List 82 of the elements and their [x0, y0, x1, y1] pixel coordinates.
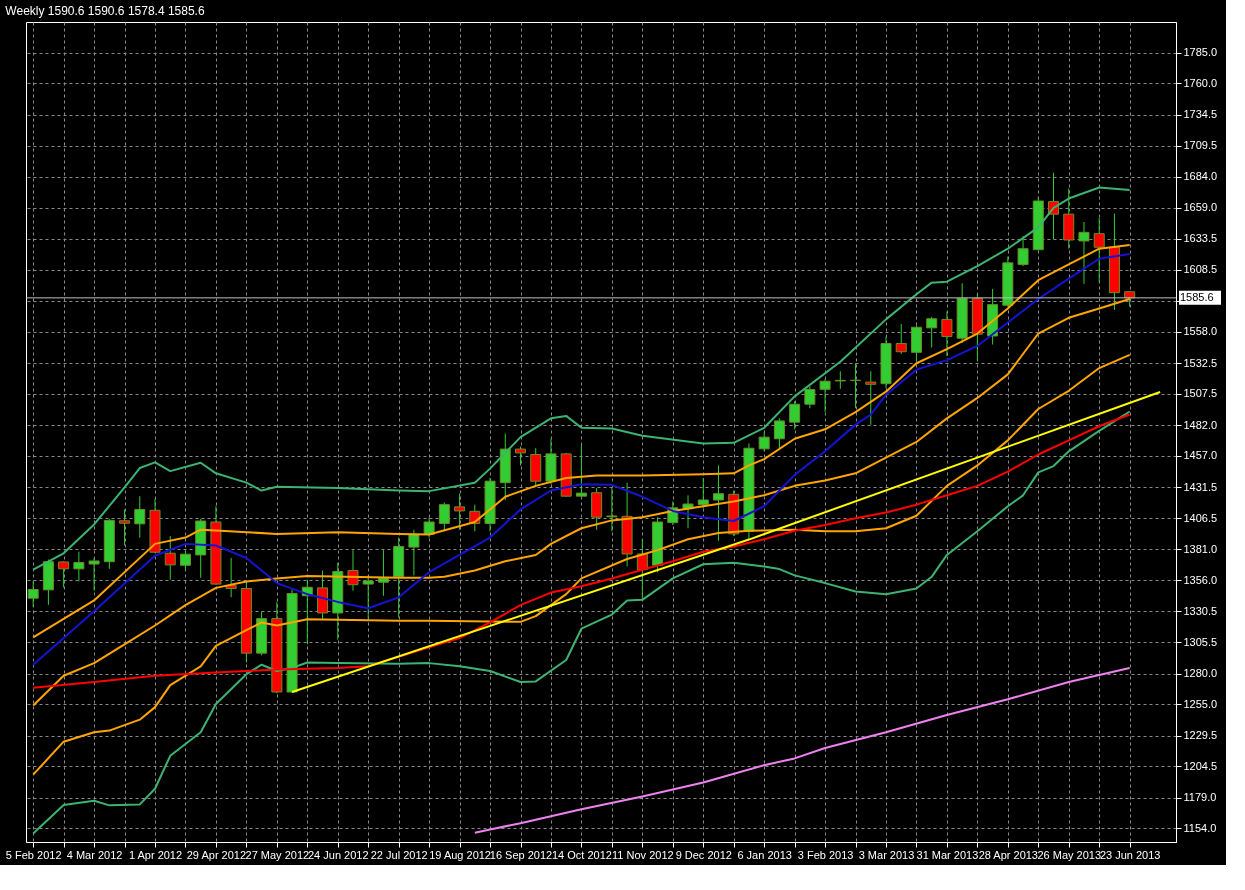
candlestick: [804, 385, 816, 409]
y-tick-label: 1255.0: [1183, 697, 1218, 710]
candlestick: [408, 529, 420, 576]
y-tick-label: 1204.5: [1183, 759, 1218, 772]
candlestick: [1017, 235, 1029, 267]
y-tick-label: 1179.0: [1183, 791, 1217, 804]
candlestick: [88, 557, 100, 592]
y-tick-label: 1785.0: [1183, 46, 1218, 59]
x-tick-label: 16 Sep 2012: [489, 848, 553, 861]
x-tick-label: 1 Apr 2012: [128, 848, 183, 861]
x-tick-label: 4 Mar 2012: [66, 848, 123, 861]
y-tick-label: 1356.0: [1183, 573, 1218, 586]
candlestick: [926, 316, 938, 349]
candlestick: [773, 417, 785, 451]
candlestick: [575, 444, 587, 498]
y-tick-label: 1659.0: [1183, 201, 1218, 214]
line-series: [32, 410, 1131, 835]
candlestick: [362, 574, 374, 620]
x-tick-label: 3 Feb 2013: [797, 848, 854, 861]
candlestick: [712, 464, 724, 542]
y-tick-label: 1457.0: [1183, 449, 1218, 462]
y-tick-label: 1280.0: [1183, 667, 1218, 680]
candlestick: [164, 535, 176, 581]
y-tick-label: 1608.5: [1183, 263, 1218, 276]
x-tick-label: 22 Jul 2012: [370, 848, 428, 861]
candlestick: [515, 446, 526, 466]
y-tick-label: 1482.0: [1183, 418, 1218, 431]
candlestick: [895, 323, 907, 355]
candlestick: [697, 477, 709, 509]
x-tick-label: 26 May 2013: [1037, 848, 1102, 861]
candlestick: [1093, 217, 1105, 284]
y-tick-label: 1305.5: [1183, 635, 1218, 648]
x-tick-label: 19 Aug 2012: [429, 848, 491, 861]
x-tick-label: 28 Apr 2013: [978, 848, 1038, 861]
y-tick-label: 1558.0: [1183, 325, 1218, 338]
x-tick-label: 5 Feb 2012: [5, 848, 62, 861]
ref-line-label: 1585.6: [1180, 290, 1214, 303]
candlestick: [377, 549, 389, 597]
x-tick-label: 29 Apr 2012: [186, 848, 247, 861]
x-tick-label: 31 Mar 2013: [916, 848, 979, 861]
candlestick: [134, 495, 146, 539]
candlestick: [58, 560, 70, 589]
candlestick: [225, 557, 237, 598]
x-tick-label: 24 Jun 2012: [307, 848, 369, 861]
chart-title: Weekly 1590.6 1590.6 1578.4 1585.6: [5, 4, 205, 18]
y-tick-label: 1507.5: [1183, 387, 1218, 400]
x-tick-label: 23 Jun 2013: [1099, 848, 1161, 861]
candlestick: [819, 378, 831, 413]
candlestick: [865, 370, 877, 426]
y-tick-label: 1406.5: [1183, 511, 1218, 524]
candlestick: [179, 550, 191, 572]
candlestick: [27, 580, 39, 608]
candlestick: [438, 501, 450, 532]
candlestick: [941, 311, 953, 357]
y-tick-label: 1709.5: [1183, 139, 1218, 152]
y-tick-label: 1330.5: [1183, 604, 1218, 617]
x-tick-label: 27 May 2012: [245, 848, 310, 861]
y-tick-label: 1760.0: [1183, 76, 1218, 89]
x-tick-label: 11 Nov 2012: [612, 848, 674, 861]
y-tick-label: 1684.0: [1183, 170, 1218, 183]
candlestick: [119, 508, 131, 546]
line-series: [473, 666, 1131, 834]
candlestick: [789, 400, 801, 430]
y-tick-label: 1633.5: [1183, 232, 1218, 245]
x-tick-label: 9 Dec 2012: [675, 848, 732, 861]
line-series: [32, 413, 1131, 689]
line-series: [32, 353, 1131, 776]
y-tick-label: 1154.0: [1183, 821, 1217, 834]
candlestick: [73, 551, 85, 582]
candlestick: [606, 486, 618, 532]
line-series: [32, 186, 1131, 571]
y-tick-label: 1431.5: [1183, 480, 1218, 493]
x-tick-label: 14 Oct 2012: [551, 848, 612, 861]
candlestick: [758, 431, 770, 452]
candlestick: [1078, 221, 1090, 285]
x-tick-label: 6 Jan 2013: [737, 848, 792, 861]
y-tick-label: 1229.5: [1183, 729, 1218, 742]
candlestick: [454, 493, 466, 531]
y-tick-label: 1381.0: [1183, 542, 1218, 555]
y-tick-label: 1532.5: [1183, 356, 1218, 369]
x-tick-label: 3 Mar 2013: [858, 848, 915, 861]
y-tick-label: 1734.5: [1183, 108, 1218, 121]
